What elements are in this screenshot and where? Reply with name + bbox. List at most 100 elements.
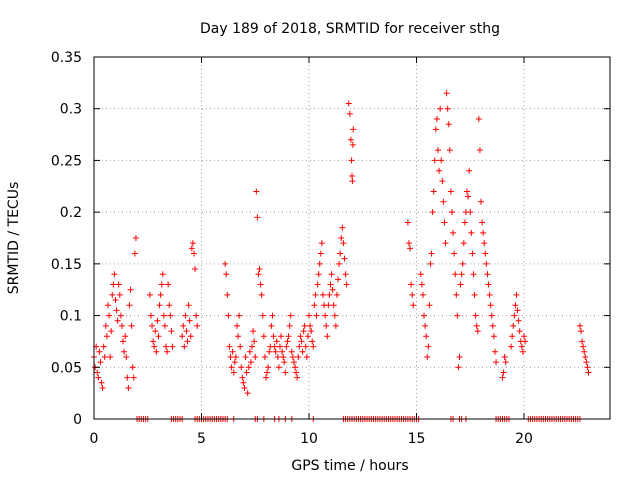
data-point	[480, 229, 487, 236]
data-point	[158, 281, 165, 288]
data-point	[275, 364, 282, 371]
data-point	[110, 281, 117, 288]
data-point	[468, 229, 475, 236]
data-point	[232, 353, 239, 360]
data-point	[310, 343, 317, 350]
data-point	[165, 281, 172, 288]
data-point	[456, 353, 463, 360]
data-point	[317, 250, 324, 257]
data-point	[409, 291, 416, 298]
data-point	[103, 333, 110, 340]
data-point	[501, 353, 508, 360]
data-point	[580, 343, 587, 350]
data-point	[289, 353, 296, 360]
data-point	[166, 302, 173, 309]
data-point	[153, 348, 160, 355]
data-point	[187, 333, 194, 340]
data-point	[515, 317, 522, 324]
data-point	[579, 338, 586, 345]
data-point	[474, 328, 481, 335]
data-point	[484, 271, 491, 278]
y-tick-label: 0.15	[51, 257, 82, 273]
data-point	[350, 126, 357, 133]
data-point	[471, 291, 478, 298]
data-point	[281, 359, 288, 366]
data-point	[585, 369, 592, 376]
data-point	[284, 338, 291, 345]
data-point	[509, 333, 516, 340]
data-point	[149, 322, 156, 329]
data-point	[297, 333, 304, 340]
data-point	[280, 353, 287, 360]
data-point	[511, 312, 518, 319]
data-point	[410, 302, 417, 309]
data-point	[114, 317, 121, 324]
data-point	[168, 328, 175, 335]
data-point	[405, 240, 412, 247]
data-point	[302, 343, 309, 350]
data-point	[295, 353, 302, 360]
data-point	[493, 359, 500, 366]
data-point	[131, 250, 138, 257]
data-point	[445, 121, 452, 128]
data-point	[156, 302, 163, 309]
x-tick-label: 5	[197, 431, 206, 447]
data-point	[423, 333, 430, 340]
data-point	[99, 384, 106, 391]
data-point	[427, 260, 434, 267]
y-tick-label: 0.05	[51, 360, 82, 376]
data-point	[315, 271, 322, 278]
data-point	[518, 343, 525, 350]
data-point	[269, 312, 276, 319]
data-point	[294, 374, 301, 381]
data-point	[343, 281, 350, 288]
data-point	[336, 260, 343, 267]
data-point	[97, 359, 104, 366]
data-point	[478, 198, 484, 205]
data-point	[104, 302, 111, 309]
data-point	[147, 312, 154, 319]
data-point	[513, 291, 520, 298]
data-point	[96, 348, 103, 355]
data-point	[582, 353, 589, 360]
data-point	[101, 353, 108, 360]
data-point	[470, 271, 477, 278]
data-point	[122, 333, 129, 340]
data-points	[91, 90, 592, 422]
data-point	[329, 286, 336, 293]
data-point	[499, 374, 506, 381]
data-point	[408, 281, 415, 288]
data-point	[120, 338, 127, 345]
data-point	[167, 312, 174, 319]
data-point	[328, 271, 335, 278]
data-point	[473, 322, 480, 329]
data-point	[98, 379, 105, 386]
data-point	[514, 307, 521, 314]
data-point	[425, 343, 432, 350]
data-point	[430, 188, 437, 195]
data-point	[194, 322, 201, 329]
data-point	[446, 147, 453, 154]
data-point	[455, 364, 462, 371]
data-point	[190, 250, 197, 257]
data-point	[94, 369, 101, 376]
data-point	[257, 281, 264, 288]
data-point	[581, 348, 588, 355]
data-point	[490, 333, 497, 340]
x-tick-label: 10	[300, 431, 318, 447]
data-point	[231, 359, 238, 366]
data-point	[146, 291, 153, 298]
data-point	[407, 245, 414, 252]
data-point	[308, 328, 315, 335]
data-point	[179, 333, 186, 340]
data-point	[431, 157, 438, 164]
data-point	[337, 250, 344, 257]
data-point	[348, 157, 355, 164]
data-point	[444, 105, 451, 112]
data-point	[252, 353, 259, 360]
data-point	[340, 240, 347, 247]
data-point	[116, 291, 123, 298]
data-point	[306, 312, 312, 319]
data-point	[428, 250, 435, 257]
data-point	[285, 333, 292, 340]
